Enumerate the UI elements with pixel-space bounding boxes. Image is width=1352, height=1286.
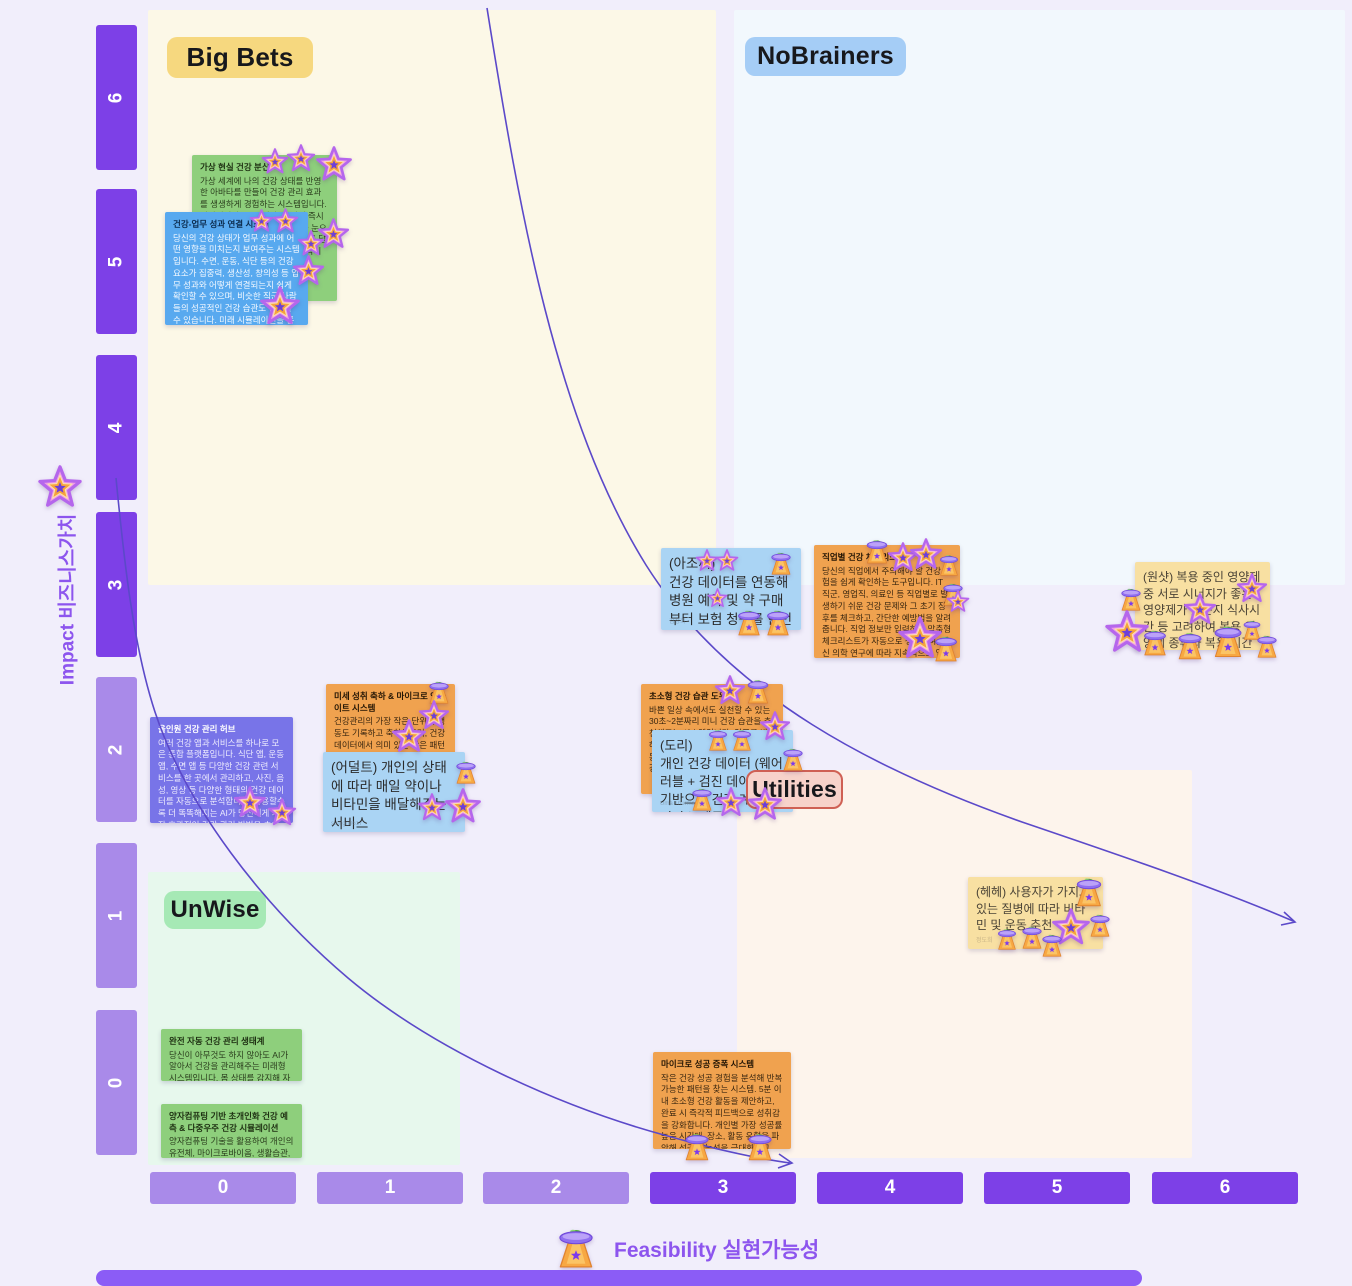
star-sticker[interactable] — [417, 793, 447, 823]
y-tick-0: 0 — [96, 1010, 137, 1155]
star-sticker[interactable] — [249, 208, 274, 234]
ufo-sticker[interactable] — [778, 742, 808, 772]
star-sticker[interactable] — [1236, 573, 1268, 605]
ufo-sticker[interactable] — [732, 603, 766, 637]
ufo-sticker[interactable] — [679, 1126, 715, 1162]
note-body: 당신이 아무것도 하지 않아도 AI가 알아서 건강을 관리해주는 미래형 시스… — [169, 1049, 291, 1081]
ufo-sticker[interactable] — [1017, 920, 1047, 950]
ufo-sticker[interactable] — [1207, 617, 1249, 659]
x-tick-2: 2 — [483, 1172, 629, 1204]
ufo-sticker[interactable] — [424, 675, 454, 705]
x-tick-5: 5 — [984, 1172, 1130, 1204]
star-sticker[interactable] — [897, 616, 943, 662]
ufo-sticker[interactable] — [1172, 625, 1208, 661]
y-tick-4: 4 — [96, 355, 137, 500]
star-sticker[interactable] — [714, 675, 746, 707]
note-author: 김성희 — [669, 618, 686, 625]
ufo-sticker[interactable] — [451, 755, 481, 785]
star-sticker[interactable] — [261, 148, 289, 176]
star-sticker[interactable] — [747, 787, 783, 823]
star-sticker[interactable] — [715, 549, 739, 573]
y-tick-1: 1 — [96, 843, 137, 988]
star-sticker[interactable] — [1051, 908, 1091, 948]
x-tick-3: 3 — [650, 1172, 796, 1204]
feasibility-axis-label: Feasibility 실현가능성 — [614, 1239, 820, 1262]
star-sticker[interactable] — [297, 230, 325, 258]
star-sticker[interactable] — [259, 286, 301, 328]
bottom-bar — [96, 1270, 1142, 1286]
star-sticker[interactable] — [1104, 610, 1150, 656]
star-sticker[interactable] — [715, 787, 747, 819]
note-body: 양자컴퓨팅 기술을 활용하여 개인의 유전체, 마이크로바이옴, 생활습관, 환… — [169, 1136, 294, 1158]
ufo-sticker[interactable] — [1116, 582, 1146, 612]
x-tick-6: 6 — [1152, 1172, 1298, 1204]
y-tick-3: 3 — [96, 512, 137, 657]
x-tick-1: 1 — [317, 1172, 463, 1204]
ufo-sticker[interactable] — [1070, 870, 1108, 908]
impact-axis-label: Impact 비즈니스가치 — [57, 513, 79, 686]
quadrant-label-unwise[interactable]: UnWise — [164, 891, 266, 929]
note-title: 마이크로 성공 증폭 시스템 — [661, 1059, 755, 1069]
ufo-sticker[interactable] — [761, 603, 795, 637]
quadrant-label-big-bets[interactable]: Big Bets — [167, 37, 313, 78]
sticky-note-hehe[interactable]: (헤헤) 사용자가 가지고 있는 질병에 따라 비타민 및 운동 추천 정도희 — [968, 877, 1103, 949]
star-sticker[interactable] — [418, 700, 450, 732]
y-tick-5: 5 — [96, 189, 137, 334]
ufo-sticker[interactable] — [1037, 928, 1067, 958]
ufo-sticker[interactable] — [1252, 629, 1282, 659]
star-sticker[interactable] — [391, 719, 427, 755]
quadrant-label-nobrainers[interactable]: NoBrainers — [745, 37, 906, 76]
note-author: 정도희 — [976, 937, 993, 944]
star-sticker[interactable] — [695, 549, 719, 573]
y-tick-2: 2 — [96, 677, 137, 822]
star-sticker[interactable] — [1183, 593, 1217, 627]
quadrant-panel-utilities — [737, 770, 1192, 1158]
ufo-sticker[interactable] — [993, 923, 1021, 951]
star-sticker[interactable] — [272, 207, 299, 235]
note-author: sumgn0617 — [331, 820, 363, 827]
ufo-sticker[interactable] — [929, 629, 963, 663]
star-sticker[interactable] — [759, 711, 791, 743]
ufo-sticker[interactable] — [728, 724, 756, 752]
star-sticker[interactable] — [286, 144, 316, 174]
note-title: 올인원 건강 관리 허브 — [158, 724, 236, 734]
star-icon — [37, 465, 83, 511]
star-sticker[interactable] — [946, 590, 970, 614]
star-sticker[interactable] — [909, 538, 943, 572]
ufo-sticker[interactable] — [1138, 623, 1172, 657]
ufo-sticker[interactable] — [861, 533, 893, 565]
ufo-sticker[interactable] — [766, 546, 796, 576]
ufo-sticker[interactable] — [704, 724, 732, 752]
star-sticker[interactable] — [317, 217, 350, 251]
note-title: 완전 자동 건강 관리 생태계 — [169, 1036, 265, 1046]
ufo-sticker[interactable] — [742, 1126, 778, 1162]
y-tick-6: 6 — [96, 25, 137, 170]
star-sticker[interactable] — [292, 254, 325, 288]
star-sticker[interactable] — [707, 587, 728, 609]
note-title: 직업별 건강 체크리스트 — [822, 552, 905, 562]
x-tick-0: 0 — [150, 1172, 296, 1204]
ufo-sticker[interactable] — [935, 549, 963, 577]
note-title: 건강-업무 성과 연결 시스템 — [173, 219, 269, 229]
star-sticker[interactable] — [444, 788, 482, 826]
ufo-icon — [550, 1218, 602, 1270]
ufo-sticker[interactable] — [1239, 615, 1265, 641]
ufo-sticker[interactable] — [742, 673, 774, 705]
note-title: 가상 현실 건강 분신 — [200, 162, 270, 172]
star-sticker[interactable] — [267, 798, 297, 828]
star-sticker[interactable] — [233, 786, 267, 820]
x-tick-4: 4 — [817, 1172, 963, 1204]
star-sticker[interactable] — [315, 146, 353, 184]
note-title: 양자컴퓨팅 기반 초개인화 건강 예측 & 다중우주 건강 시뮬레이션 — [169, 1111, 288, 1133]
ufo-sticker[interactable] — [687, 782, 717, 812]
quadrant-panel-nobrainers — [734, 10, 1345, 585]
ufo-sticker[interactable] — [1085, 908, 1115, 938]
